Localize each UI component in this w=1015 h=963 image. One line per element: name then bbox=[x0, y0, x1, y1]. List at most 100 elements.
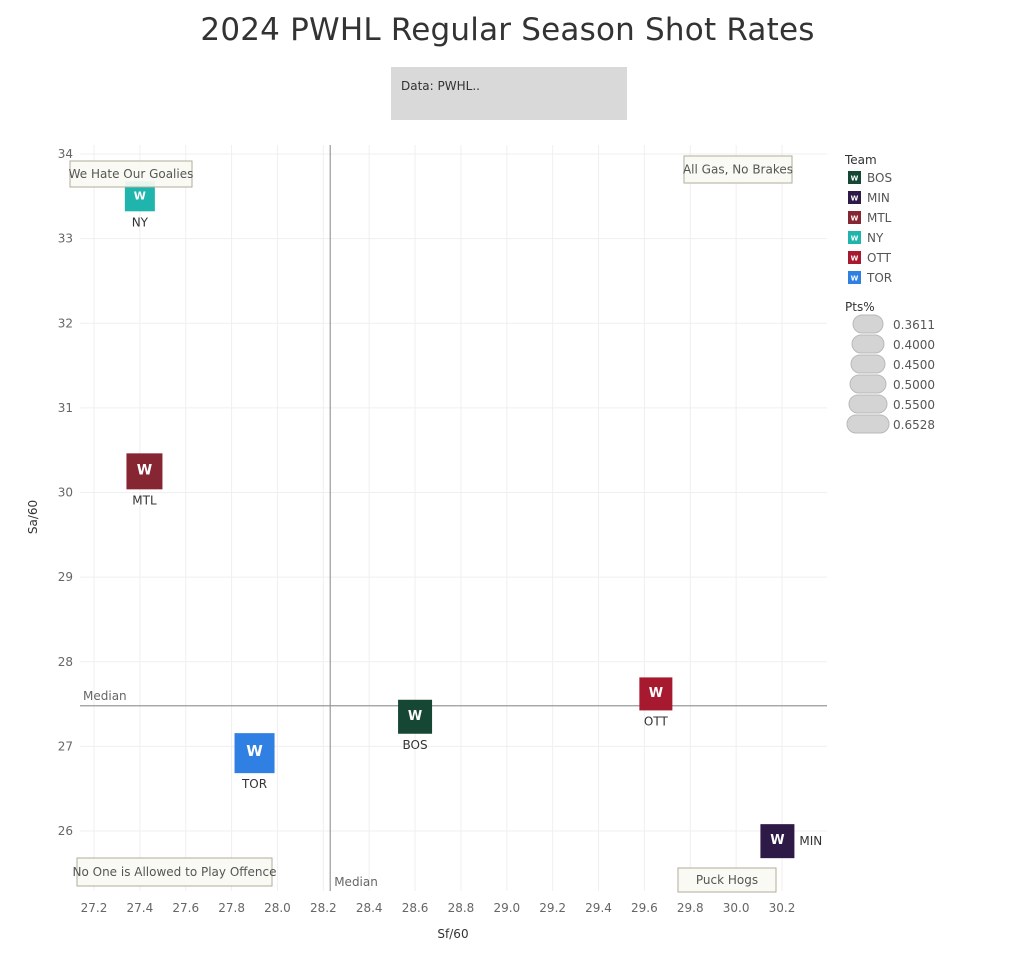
team-logo-marker bbox=[639, 677, 673, 711]
x-tick-label: 30.2 bbox=[769, 901, 796, 915]
legend-team-item: W MIN bbox=[848, 191, 890, 205]
legend-team-item: W TOR bbox=[848, 271, 892, 285]
legend-size-swatch bbox=[851, 334, 885, 354]
legend-size-item: 0.3611 bbox=[852, 314, 935, 334]
x-tick-label: 27.4 bbox=[127, 901, 154, 915]
legend-size-title: Pts% bbox=[845, 300, 875, 314]
legend-size-swatch bbox=[846, 414, 890, 434]
team-logo-marker bbox=[126, 453, 163, 490]
legend-swatch bbox=[848, 211, 861, 224]
team-point-min: W MIN bbox=[760, 824, 822, 859]
x-tick-label: 28.6 bbox=[402, 901, 429, 915]
team-point-bos: W BOS bbox=[398, 699, 433, 752]
team-logo-marker bbox=[760, 824, 795, 859]
legend-swatch-glyph: W bbox=[851, 175, 859, 183]
team-logo-marker bbox=[234, 733, 275, 774]
legend-size-item: 0.6528 bbox=[846, 414, 935, 434]
legend-team-label: MIN bbox=[867, 191, 890, 205]
annotation-box bbox=[677, 867, 777, 893]
legend-team-label: TOR bbox=[866, 271, 892, 285]
legend-team-title: Team bbox=[844, 153, 877, 167]
y-tick-label: 33 bbox=[58, 232, 73, 246]
legend-size-item: 0.5000 bbox=[849, 374, 935, 394]
axis-ticks: 27.2 27.4 27.6 27.8 28.0 28.2 28.4 28.6 28.8 29.0… bbox=[58, 147, 796, 915]
annotation-box bbox=[76, 857, 273, 887]
annotation-text: Puck Hogs bbox=[696, 873, 758, 887]
team-logo-glyph: W bbox=[649, 686, 663, 701]
legend-team-label: BOS bbox=[867, 171, 892, 185]
annotation-box bbox=[69, 160, 193, 188]
y-axis-title: Sa/60 bbox=[26, 500, 40, 534]
legend-size-label: 0.3611 bbox=[893, 318, 935, 332]
team-logo-marker bbox=[398, 699, 433, 734]
legend-size-item: 0.4500 bbox=[850, 354, 935, 374]
x-axis-title: Sf/60 bbox=[437, 927, 468, 941]
quadrant-label-top-right: All Gas, No Brakes bbox=[683, 155, 793, 184]
legend-team-label: OTT bbox=[867, 251, 892, 265]
team-point-mtl: W MTL bbox=[126, 453, 163, 507]
legend-size-label: 0.5500 bbox=[893, 398, 935, 412]
x-tick-label: 29.4 bbox=[585, 901, 612, 915]
annotation-box bbox=[683, 155, 793, 184]
quadrant-label-bottom-right: Puck Hogs bbox=[677, 867, 777, 893]
data-source-note: Data: PWHL.. bbox=[391, 67, 627, 120]
annotation-text: We Hate Our Goalies bbox=[69, 167, 194, 181]
median-y-label: Median bbox=[83, 689, 127, 703]
team-label: NY bbox=[132, 215, 149, 229]
legend-swatch bbox=[848, 231, 861, 244]
x-tick-label: 29.8 bbox=[677, 901, 704, 915]
legend-swatch-glyph: W bbox=[851, 235, 859, 243]
y-tick-label: 26 bbox=[58, 824, 73, 838]
x-tick-label: 30.0 bbox=[723, 901, 750, 915]
quadrant-label-bottom-left: No One is Allowed to Play Offence bbox=[72, 857, 277, 887]
x-tick-label: 29.2 bbox=[539, 901, 566, 915]
x-tick-label: 28.2 bbox=[310, 901, 337, 915]
legend-size-swatch bbox=[849, 374, 887, 394]
legend-team-label: NY bbox=[867, 231, 884, 245]
quadrant-label-top-left: We Hate Our Goalies bbox=[69, 160, 194, 188]
x-tick-label: 28.4 bbox=[356, 901, 383, 915]
annotation-text: All Gas, No Brakes bbox=[683, 163, 793, 177]
legend-swatch bbox=[848, 251, 861, 264]
x-tick-label: 28.0 bbox=[264, 901, 291, 915]
y-tick-label: 32 bbox=[58, 316, 73, 330]
legend-size-item: 0.4000 bbox=[851, 334, 935, 354]
legend-team-label: MTL bbox=[867, 211, 892, 225]
legend-team-item: W OTT bbox=[848, 251, 892, 265]
data-points: W NY W MTL W BOS W OTT W TOR W MIN bbox=[124, 181, 822, 859]
legend-size-label: 0.5000 bbox=[893, 378, 935, 392]
team-logo-glyph: W bbox=[770, 833, 784, 848]
team-point-ny: W NY bbox=[124, 181, 155, 229]
x-tick-label: 29.6 bbox=[631, 901, 658, 915]
team-label: OTT bbox=[644, 714, 669, 728]
annotation-text: No One is Allowed to Play Offence bbox=[72, 865, 276, 879]
legend: Team W BOS W MIN W MTL W NY W OTT W TOR Pts% 0.3611 0.4… bbox=[844, 153, 935, 434]
legend-swatch bbox=[848, 191, 861, 204]
grid-lines bbox=[80, 145, 827, 891]
team-point-tor: W TOR bbox=[234, 733, 275, 791]
legend-size-label: 0.4000 bbox=[893, 338, 935, 352]
y-tick-label: 30 bbox=[58, 486, 73, 500]
median-lines: Median Median bbox=[80, 145, 827, 891]
legend-size-swatch bbox=[852, 314, 884, 334]
team-label: BOS bbox=[403, 738, 428, 752]
team-label: TOR bbox=[241, 777, 267, 791]
x-tick-label: 28.8 bbox=[448, 901, 475, 915]
team-logo-glyph: W bbox=[134, 189, 146, 202]
legend-team-item: W BOS bbox=[848, 171, 892, 185]
legend-swatch bbox=[848, 171, 861, 184]
legend-swatch-glyph: W bbox=[851, 275, 859, 283]
legend-size-label: 0.6528 bbox=[893, 418, 935, 432]
chart-title: 2024 PWHL Regular Season Shot Rates bbox=[200, 12, 815, 48]
legend-swatch bbox=[848, 271, 861, 284]
legend-size-swatch bbox=[850, 354, 886, 374]
y-tick-label: 34 bbox=[58, 147, 73, 161]
y-tick-label: 31 bbox=[58, 401, 73, 415]
team-label: MIN bbox=[799, 834, 822, 848]
team-logo-glyph: W bbox=[408, 709, 422, 724]
team-label: MTL bbox=[132, 493, 157, 507]
x-tick-label: 27.8 bbox=[218, 901, 245, 915]
x-tick-label: 27.2 bbox=[81, 901, 108, 915]
legend-team-item: W MTL bbox=[848, 211, 892, 225]
